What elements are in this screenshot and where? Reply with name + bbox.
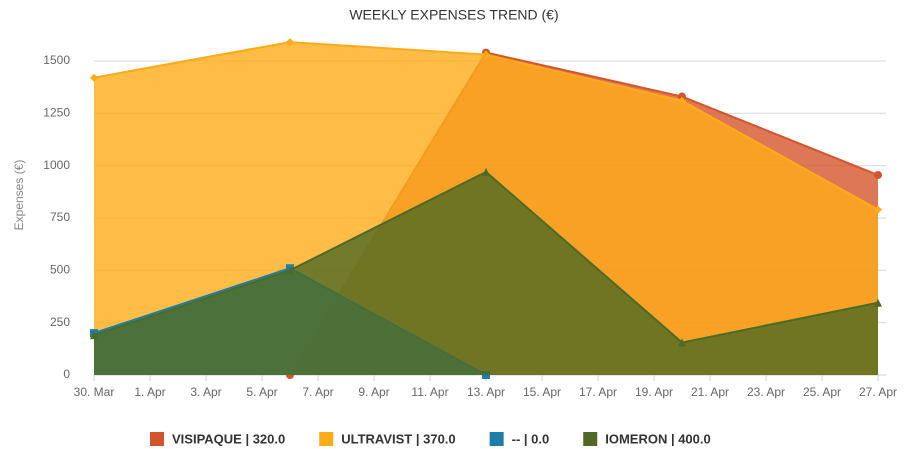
marker xyxy=(874,171,882,180)
marker xyxy=(286,266,294,275)
legend-label: IOMERON | 400.0 xyxy=(605,431,711,446)
legend-label: ULTRAVIST | 370.0 xyxy=(341,431,455,446)
marker xyxy=(90,331,98,340)
marker xyxy=(678,96,686,105)
legend-swatch xyxy=(489,432,504,446)
y-tick-label: 1250 xyxy=(43,105,70,119)
y-axis-label: Expenses (€) xyxy=(12,160,26,231)
y-tick-label: 1000 xyxy=(43,158,70,172)
x-tick-label: 9. Apr xyxy=(358,385,389,399)
marker xyxy=(874,298,882,307)
x-tick-label: 21. Apr xyxy=(691,385,729,399)
y-tick-label: 1500 xyxy=(43,53,70,67)
y-tick-label: 250 xyxy=(50,315,70,329)
x-tick-label: 1. Apr xyxy=(134,385,165,399)
y-tick-label: 750 xyxy=(50,210,70,224)
marker xyxy=(286,38,294,47)
y-tick-label: 500 xyxy=(50,262,70,276)
legend-swatch xyxy=(319,432,334,446)
y-tick-label: 0 xyxy=(63,367,70,381)
legend-swatch xyxy=(150,432,164,446)
x-tick-label: 30. Mar xyxy=(74,385,115,399)
x-tick-label: 15. Apr xyxy=(523,385,561,399)
x-tick-label: 19. Apr xyxy=(635,385,673,399)
marker xyxy=(678,338,686,347)
x-tick-label: 25. Apr xyxy=(803,385,841,399)
marker xyxy=(874,205,882,214)
x-tick-label: 7. Apr xyxy=(302,385,333,399)
x-tick-label: 5. Apr xyxy=(246,385,277,399)
x-tick-label: 13. Apr xyxy=(467,385,505,399)
marker xyxy=(90,73,98,82)
x-tick-label: 3. Apr xyxy=(190,385,221,399)
legend-label: -- | 0.0 xyxy=(512,431,550,446)
chart-title: WEEKLY EXPENSES TREND (€) xyxy=(349,7,558,23)
legend-swatch xyxy=(583,432,598,446)
marker xyxy=(482,167,490,176)
x-tick-label: 17. Apr xyxy=(579,385,617,399)
x-tick-label: 27. Apr xyxy=(859,385,897,399)
x-tick-label: 23. Apr xyxy=(747,385,785,399)
marker xyxy=(482,50,490,59)
area xyxy=(94,171,878,375)
x-tick-label: 11. Apr xyxy=(411,385,448,399)
marker xyxy=(678,92,686,101)
legend-label: VISIPAQUE | 320.0 xyxy=(172,431,285,446)
